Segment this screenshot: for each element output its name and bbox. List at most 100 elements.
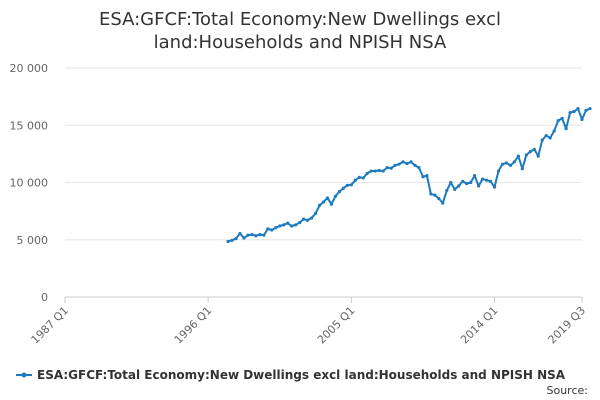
data-point[interactable]: [238, 231, 242, 236]
data-point[interactable]: [305, 218, 310, 222]
data-point[interactable]: [480, 177, 485, 181]
data-point[interactable]: [477, 184, 481, 188]
data-point[interactable]: [353, 178, 357, 182]
data-point[interactable]: [234, 237, 238, 241]
data-point[interactable]: [536, 154, 540, 158]
data-point[interactable]: [512, 160, 516, 164]
data-point[interactable]: [294, 223, 298, 227]
data-point[interactable]: [254, 234, 258, 238]
data-point[interactable]: [568, 111, 572, 115]
data-point[interactable]: [425, 174, 429, 178]
data-point[interactable]: [274, 226, 278, 230]
data-point[interactable]: [313, 211, 318, 216]
data-point[interactable]: [389, 166, 393, 170]
legend-label[interactable]: ESA:GFCF:Total Economy:New Dwellings exc…: [37, 368, 566, 382]
data-point[interactable]: [397, 162, 401, 166]
data-point[interactable]: [564, 127, 568, 131]
data-point[interactable]: [556, 119, 560, 123]
data-point[interactable]: [226, 239, 230, 244]
data-point[interactable]: [461, 179, 465, 183]
data-point[interactable]: [465, 182, 469, 186]
data-point[interactable]: [309, 216, 314, 220]
data-point[interactable]: [457, 184, 461, 188]
series-line[interactable]: [227, 107, 591, 243]
data-point[interactable]: [413, 163, 417, 167]
data-point[interactable]: [405, 162, 409, 166]
data-point[interactable]: [504, 161, 509, 165]
data-point[interactable]: [373, 169, 377, 173]
data-point[interactable]: [576, 107, 580, 111]
data-point[interactable]: [540, 138, 544, 142]
data-point[interactable]: [345, 183, 349, 187]
data-point[interactable]: [242, 236, 246, 240]
data-point[interactable]: [341, 186, 345, 190]
y-tick-label: 0: [41, 291, 48, 304]
data-point[interactable]: [270, 228, 274, 232]
data-point[interactable]: [488, 179, 493, 183]
data-point[interactable]: [484, 178, 489, 182]
data-point[interactable]: [584, 108, 588, 112]
data-point[interactable]: [441, 201, 445, 205]
data-point[interactable]: [437, 196, 441, 201]
y-tick-label: 15 000: [10, 119, 49, 132]
data-point[interactable]: [548, 136, 552, 140]
data-point[interactable]: [401, 160, 405, 164]
data-point[interactable]: [508, 163, 513, 167]
data-point[interactable]: [449, 180, 453, 185]
data-point[interactable]: [282, 223, 286, 227]
data-point[interactable]: [544, 133, 548, 138]
data-point[interactable]: [429, 192, 433, 196]
data-point[interactable]: [532, 147, 536, 151]
data-point[interactable]: [516, 154, 520, 158]
data-point[interactable]: [349, 183, 353, 187]
data-point[interactable]: [421, 175, 425, 179]
data-point[interactable]: [433, 193, 437, 197]
data-point[interactable]: [333, 194, 338, 198]
data-point[interactable]: [278, 224, 282, 228]
legend[interactable]: ESA:GFCF:Total Economy:New Dwellings exc…: [16, 368, 566, 382]
chart-title-line-2: land:Households and NPISH NSA: [153, 32, 447, 53]
data-point[interactable]: [552, 129, 556, 133]
data-point[interactable]: [445, 188, 449, 193]
data-point[interactable]: [361, 176, 365, 180]
data-point[interactable]: [357, 175, 361, 179]
data-point[interactable]: [500, 162, 505, 166]
data-point[interactable]: [496, 169, 501, 173]
data-point[interactable]: [417, 166, 421, 170]
data-point[interactable]: [365, 171, 369, 175]
data-point[interactable]: [286, 221, 290, 225]
data-point[interactable]: [560, 116, 564, 120]
data-point[interactable]: [393, 163, 397, 167]
data-point[interactable]: [520, 167, 524, 171]
data-point[interactable]: [337, 190, 342, 194]
data-point[interactable]: [492, 185, 497, 189]
data-point[interactable]: [258, 233, 262, 237]
data-point[interactable]: [453, 187, 457, 191]
data-point[interactable]: [325, 196, 330, 200]
data-point[interactable]: [409, 160, 413, 164]
data-point[interactable]: [377, 168, 381, 173]
data-point[interactable]: [329, 202, 334, 206]
data-point[interactable]: [469, 180, 473, 185]
x-tick-label: 2014 Q1: [458, 304, 501, 347]
data-point[interactable]: [266, 227, 270, 231]
data-point[interactable]: [302, 217, 306, 221]
data-point[interactable]: [385, 166, 389, 170]
data-point[interactable]: [381, 169, 385, 173]
data-point[interactable]: [321, 200, 326, 204]
data-point[interactable]: [298, 220, 302, 225]
data-point[interactable]: [250, 233, 254, 237]
data-point[interactable]: [246, 233, 250, 237]
data-point[interactable]: [524, 153, 528, 157]
data-point[interactable]: [572, 109, 576, 114]
data-point[interactable]: [580, 117, 584, 122]
grid-lines: [65, 67, 582, 298]
data-point[interactable]: [588, 107, 592, 111]
data-point[interactable]: [369, 169, 373, 173]
data-point[interactable]: [290, 224, 294, 228]
data-point[interactable]: [317, 203, 322, 207]
data-point[interactable]: [528, 149, 532, 154]
data-point[interactable]: [473, 174, 477, 178]
data-point[interactable]: [230, 238, 234, 242]
data-point[interactable]: [262, 233, 266, 237]
